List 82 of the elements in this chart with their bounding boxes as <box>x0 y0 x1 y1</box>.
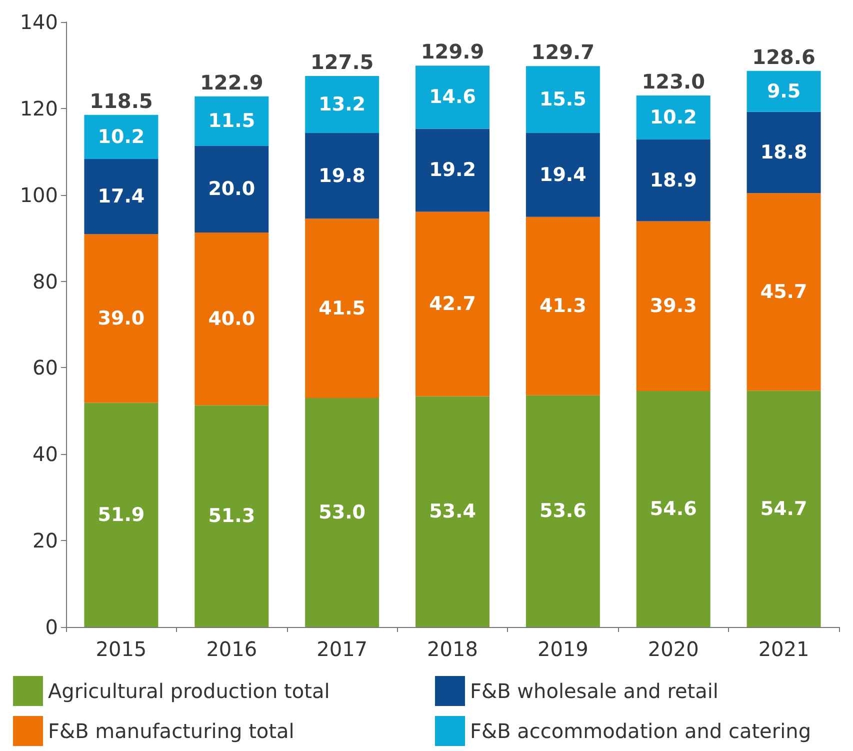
total-label: 118.5 <box>90 88 153 113</box>
total-label: 127.5 <box>310 50 374 74</box>
data-label: 20.0 <box>208 178 256 200</box>
data-label: 51.3 <box>208 505 256 528</box>
x-tick-label: 2015 <box>96 637 147 661</box>
y-tick-label: 140 <box>20 10 58 34</box>
total-label: 129.9 <box>420 40 484 64</box>
total-label: 123.0 <box>642 69 705 94</box>
data-label: 53.6 <box>539 500 586 522</box>
data-label: 54.6 <box>650 498 697 520</box>
bar <box>84 158 158 234</box>
data-label: 15.5 <box>539 88 586 111</box>
data-label: 17.4 <box>98 186 145 208</box>
legend-label: F&B accommodation and catering <box>470 719 812 743</box>
bar <box>526 66 600 134</box>
data-label: 42.7 <box>429 292 476 315</box>
data-label: 19.8 <box>318 164 366 187</box>
x-tick-label: 2019 <box>537 637 588 661</box>
bar <box>746 193 821 391</box>
bar <box>305 76 380 134</box>
bar <box>526 133 600 217</box>
data-label: 10.2 <box>98 126 145 148</box>
bar <box>194 405 269 627</box>
data-label: 19.4 <box>539 164 586 186</box>
bar <box>84 114 158 159</box>
bar <box>636 221 710 392</box>
data-label: 11.5 <box>208 110 256 132</box>
bar <box>526 395 600 627</box>
x-tick-label: 2020 <box>648 637 699 661</box>
bar <box>305 398 380 627</box>
bar <box>526 216 600 396</box>
legend-label: F&B manufacturing total <box>48 719 294 743</box>
data-label: 14.6 <box>429 86 476 108</box>
bar <box>416 66 490 129</box>
data-label: 18.8 <box>760 142 808 164</box>
data-label: 51.9 <box>98 504 145 526</box>
bar <box>636 391 710 627</box>
x-tick-label: 2018 <box>427 637 478 661</box>
data-label: 13.2 <box>318 94 366 116</box>
data-label: 54.7 <box>760 498 808 520</box>
data-label: 10.2 <box>650 106 697 129</box>
y-tick-label: 60 <box>32 356 58 380</box>
y-tick-label: 80 <box>32 269 58 294</box>
bar <box>194 232 269 406</box>
data-label: 40.0 <box>208 308 256 330</box>
data-label: 53.4 <box>429 500 476 523</box>
bar <box>84 234 158 403</box>
total-label: 122.9 <box>200 70 264 94</box>
bar <box>194 96 269 146</box>
bar <box>305 218 380 398</box>
data-label: 41.3 <box>539 295 586 318</box>
bar <box>416 396 490 627</box>
bar <box>416 128 490 212</box>
data-label: 39.3 <box>650 295 697 318</box>
bar <box>746 390 821 627</box>
legend-label: Agricultural production total <box>48 679 330 703</box>
total-label: 129.7 <box>531 40 595 64</box>
y-tick-label: 120 <box>20 96 58 120</box>
data-label: 18.9 <box>650 169 697 192</box>
data-label: 45.7 <box>760 280 808 303</box>
bar <box>416 212 490 396</box>
y-tick-label: 40 <box>32 442 58 466</box>
x-tick-label: 2021 <box>758 637 810 661</box>
bar <box>636 140 710 222</box>
bar <box>305 133 380 219</box>
data-label: 39.0 <box>98 307 145 330</box>
data-label: 53.0 <box>318 501 366 524</box>
data-label: 19.2 <box>429 159 476 182</box>
data-label: 41.5 <box>318 297 366 320</box>
y-tick-label: 0 <box>45 615 58 639</box>
bar <box>746 112 821 194</box>
bar <box>746 70 821 112</box>
x-tick-label: 2016 <box>206 637 258 661</box>
total-label: 128.6 <box>752 44 816 69</box>
bar <box>84 402 158 627</box>
data-label: 9.5 <box>766 80 801 102</box>
y-tick-label: 20 <box>32 528 58 553</box>
bar <box>194 146 269 232</box>
bar <box>636 95 710 140</box>
y-tick-label: 100 <box>20 182 58 207</box>
x-tick-label: 2017 <box>316 637 368 661</box>
legend-label: F&B wholesale and retail <box>470 679 718 703</box>
